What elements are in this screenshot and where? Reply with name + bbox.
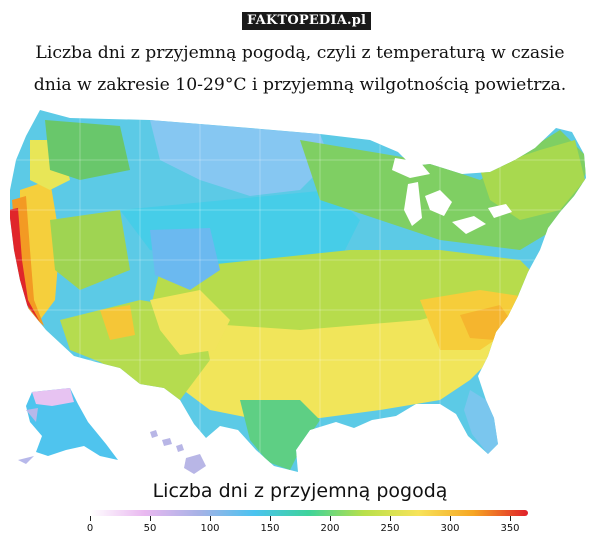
- legend-tick-label: 50: [143, 523, 157, 534]
- legend-tick-mark: [450, 516, 451, 521]
- state-border-lines: [10, 110, 586, 472]
- us-map: [10, 110, 586, 474]
- legend-tick-mark: [210, 516, 211, 521]
- alaska-shape: [18, 388, 118, 464]
- title-line-2: dnia w zakresie 10-29°C i przyjemną wilg…: [33, 75, 567, 95]
- legend-tick-label: 300: [440, 523, 460, 534]
- legend-tick-label: 150: [260, 523, 280, 534]
- legend-color-bar: [90, 510, 528, 516]
- legend-axis: 0 50 100 150 200 250 300 350: [87, 516, 528, 546]
- legend-tick-mark: [330, 516, 331, 521]
- watermark-badge: FAKTOPEDIA.pl: [242, 12, 372, 30]
- legend-tick-mark: [390, 516, 391, 521]
- legend-tick-label: 0: [86, 523, 94, 534]
- legend-tick-label: 250: [380, 523, 400, 534]
- legend-tick-mark: [510, 516, 511, 521]
- great-lakes: [392, 158, 512, 234]
- legend-tick-label: 100: [200, 523, 220, 534]
- legend-tick-mark: [90, 516, 91, 521]
- hawaii-shape: [150, 430, 206, 474]
- legend-tick-label: 350: [500, 523, 520, 534]
- map-title: Liczba dni z przyjemną pogodą, czyli z t…: [0, 37, 600, 101]
- legend-tick-mark: [270, 516, 271, 521]
- legend-tick-mark: [150, 516, 151, 521]
- legend-tick-label: 200: [320, 523, 340, 534]
- title-line-1: Liczba dni z przyjemną pogodą, czyli z t…: [35, 43, 565, 63]
- legend-title: Liczba dni z przyjemną pogodą: [152, 480, 448, 502]
